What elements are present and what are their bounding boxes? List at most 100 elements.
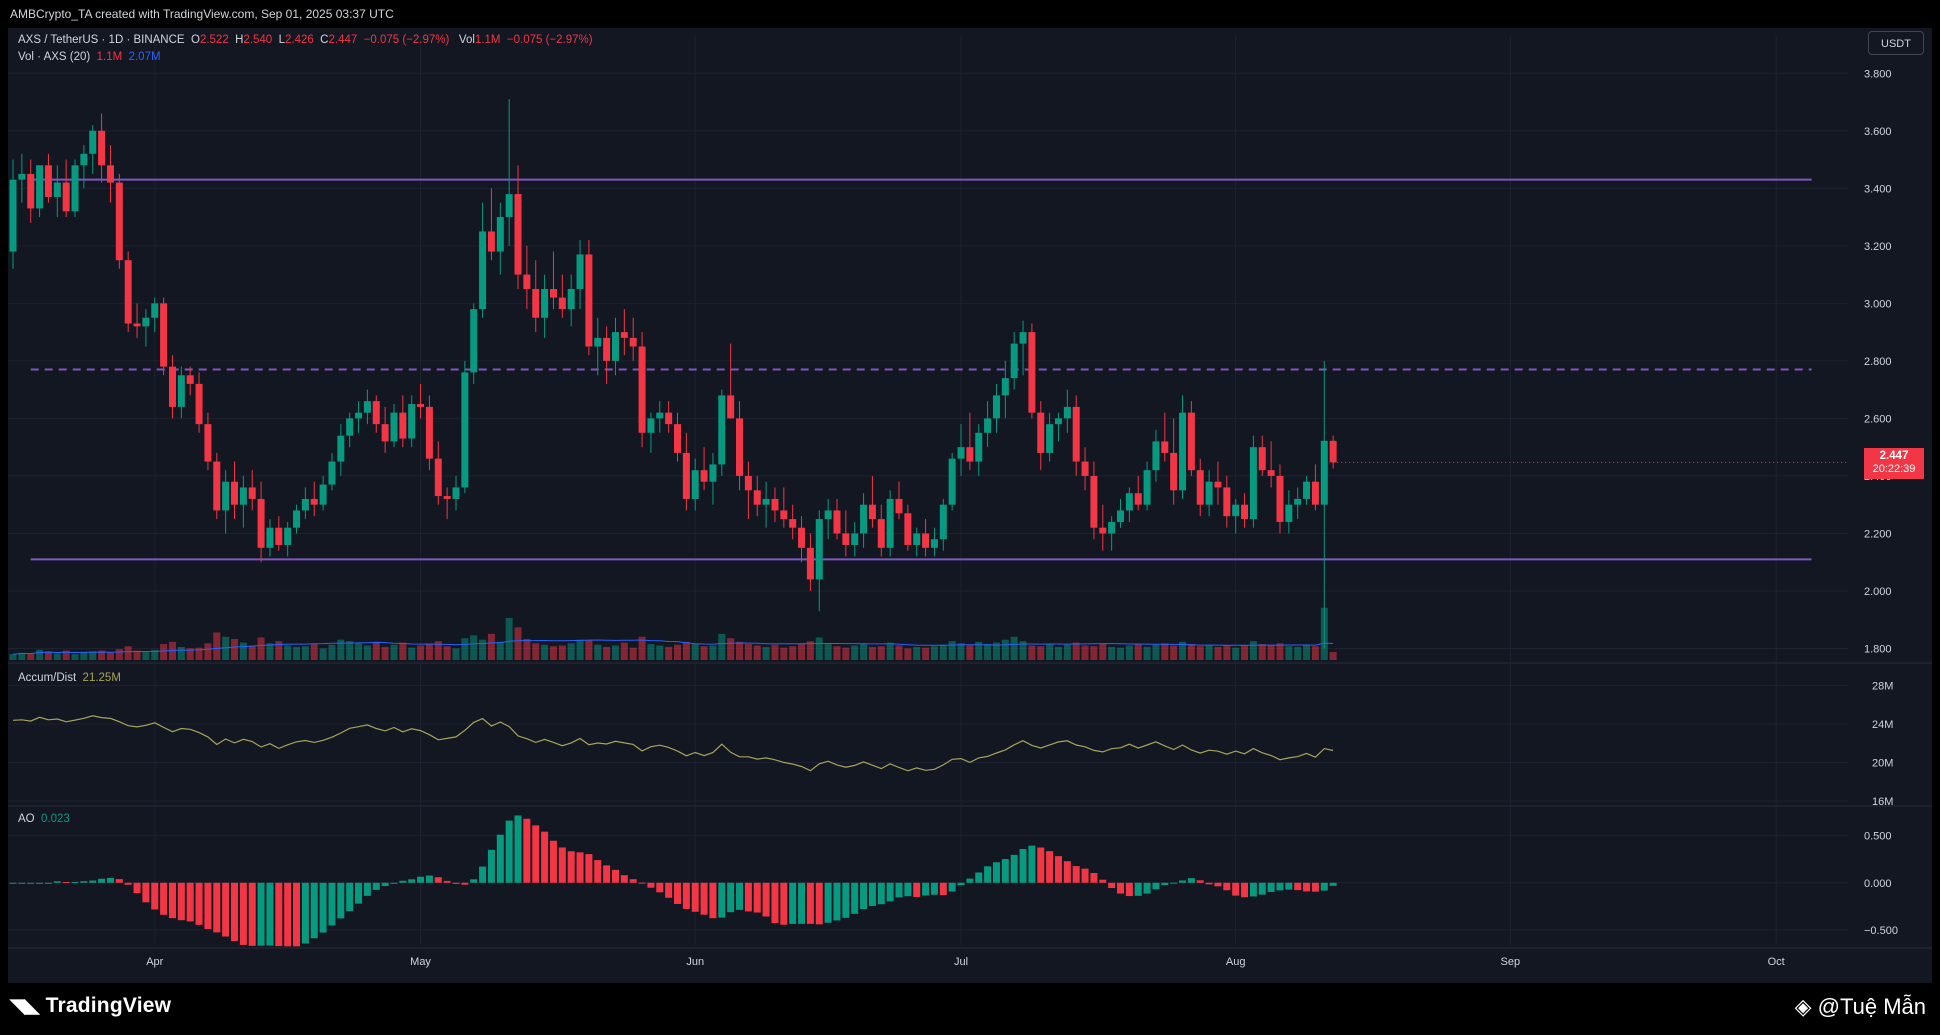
volume-bar <box>1161 643 1169 660</box>
candle-body <box>1046 424 1054 453</box>
volume-bar <box>275 641 283 660</box>
candle-body <box>452 487 460 499</box>
volume-bar <box>913 646 921 660</box>
candle-body <box>753 490 761 505</box>
volume-ma-value: 2.07M <box>128 51 161 63</box>
ao-bar <box>532 825 540 883</box>
volume-bar <box>1329 652 1337 660</box>
candle-body <box>1037 412 1045 453</box>
ao-bar <box>124 882 132 885</box>
candle-body <box>718 395 726 465</box>
author-name: @Tuệ Mẫn <box>1817 994 1926 1019</box>
ao-bar <box>984 866 992 883</box>
ao-legend: AO 0.023 <box>18 813 70 825</box>
volume-bar <box>1046 644 1054 660</box>
candle-body <box>514 194 522 275</box>
ao-bar <box>603 865 611 883</box>
candle-body <box>408 404 416 439</box>
volume-bar <box>1276 643 1284 660</box>
volume-bar <box>151 649 159 660</box>
ao-bar <box>1134 882 1142 896</box>
candle-body <box>585 254 593 347</box>
volume-bar <box>408 647 416 660</box>
candle-body <box>355 412 363 419</box>
candle-body <box>1099 527 1107 534</box>
candle-body <box>461 372 469 488</box>
candle-body <box>346 418 354 436</box>
volume-bar <box>257 637 265 660</box>
ao-bar <box>1099 879 1107 883</box>
ao-bar <box>417 876 425 883</box>
volume-bar <box>806 641 814 660</box>
candle-body <box>762 498 770 505</box>
candle-body <box>1081 461 1089 476</box>
ao-bar <box>452 882 460 884</box>
candle-body <box>168 366 176 407</box>
candle-body <box>771 498 779 511</box>
volume-bar <box>346 641 354 660</box>
ao-bar <box>355 882 363 904</box>
candle-body <box>736 418 744 476</box>
candle-body <box>682 452 690 499</box>
volume-bar <box>798 643 806 660</box>
volume-bar <box>44 651 52 660</box>
candle-body <box>922 533 930 548</box>
ao-bar <box>399 880 407 883</box>
candle-body <box>860 504 868 534</box>
volume-bar <box>133 650 141 660</box>
candle-body <box>470 309 478 373</box>
ao-bar <box>1143 882 1151 894</box>
ao-bar <box>541 831 549 883</box>
ao-bar <box>1214 882 1222 887</box>
ao-bar <box>310 882 318 939</box>
candle-body <box>381 424 389 442</box>
candle-body <box>594 337 602 347</box>
ao-bar <box>425 875 433 883</box>
candle-body <box>806 547 814 580</box>
volume-bar <box>1072 642 1080 660</box>
ao-bar <box>44 882 52 884</box>
volume-bar <box>98 650 106 660</box>
ao-bar <box>1249 882 1257 897</box>
ao-bar <box>833 882 841 921</box>
volume-bar <box>771 644 779 660</box>
volume-bar <box>594 644 602 660</box>
volume-bar <box>177 646 185 660</box>
accum-dist-name[interactable]: Accum/Dist <box>18 672 77 684</box>
symbol-title[interactable]: AXS / TetherUS · 1D · BINANCE <box>18 34 185 46</box>
volume-indicator-name[interactable]: Vol · AXS (20) <box>18 51 91 63</box>
volume-bar <box>301 646 309 660</box>
candle-body <box>1267 470 1275 476</box>
volume-bar <box>1037 646 1045 660</box>
time-tick-label: Oct <box>1768 956 1785 968</box>
ao-bar <box>177 882 185 921</box>
candle-body <box>709 464 717 482</box>
candle-body <box>443 496 451 499</box>
currency-button[interactable]: USDT <box>1868 31 1924 55</box>
candle-body <box>744 475 752 491</box>
ao-bar <box>213 882 221 933</box>
volume-bar <box>461 638 469 660</box>
volume-bar <box>700 646 708 660</box>
ao-bar <box>408 879 416 883</box>
volume-bar <box>629 647 637 660</box>
binance-icon: ◈ <box>1794 994 1812 1019</box>
volume-bar <box>744 644 752 660</box>
ad-tick-label: 28M <box>1872 680 1893 692</box>
volume-bar <box>922 647 930 660</box>
candle-body <box>603 337 611 361</box>
volume-bar <box>213 632 221 660</box>
accum-dist-value: 21.25M <box>82 672 121 684</box>
ao-name[interactable]: AO <box>18 813 35 825</box>
time-tick-label: Jun <box>686 956 704 968</box>
ao-bar <box>1196 880 1204 883</box>
volume-bar <box>514 627 522 660</box>
ao-bar <box>957 882 965 886</box>
volume-bar <box>1125 645 1133 660</box>
volume-bar <box>585 640 593 660</box>
volume-bar <box>496 641 504 660</box>
tradingview-logo[interactable]: ◥◣ TradingView <box>10 994 171 1018</box>
price-tick-label: 3.800 <box>1864 68 1892 80</box>
volume-bar <box>833 646 841 660</box>
